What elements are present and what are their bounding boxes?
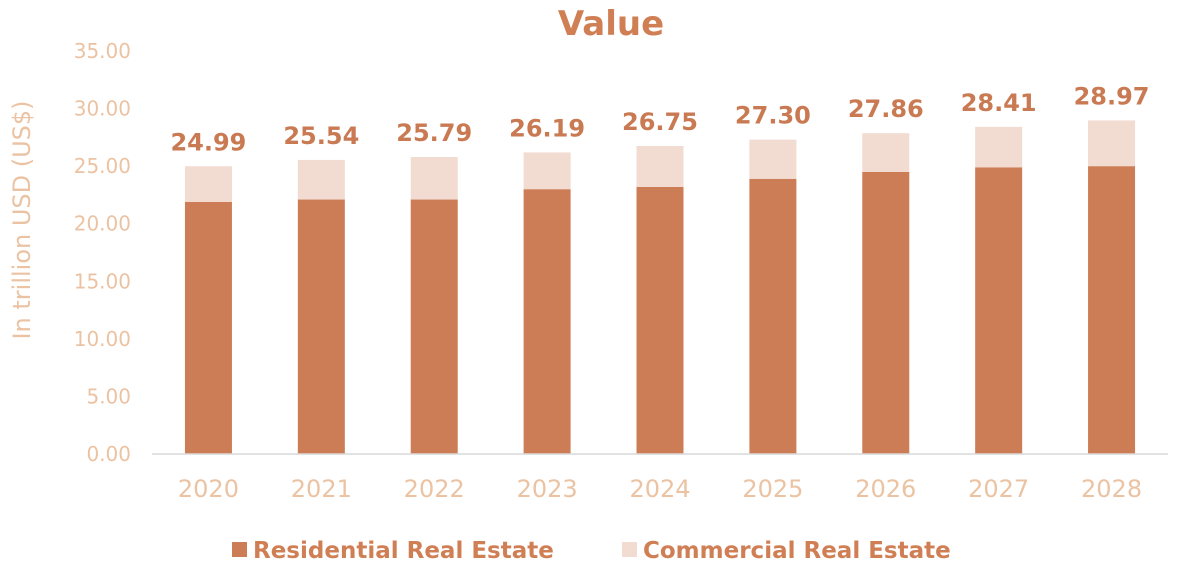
bar-residential [749,178,797,454]
bar-residential [975,167,1023,454]
total-value-label: 25.79 [396,119,472,147]
x-tick-label: 2021 [291,475,352,503]
y-axis-label: In trillion USD (US$) [8,100,36,339]
chart-title: Value [558,4,664,44]
legend: Residential Real Estate Commercial Real E… [232,538,951,564]
y-tick-label: 20.00 [74,212,131,236]
bar-commercial [297,159,345,200]
bar-commercial [1088,120,1136,167]
bar-commercial [862,133,910,172]
x-tick-label: 2022 [404,475,465,503]
x-tick-label: 2020 [178,475,239,503]
legend-swatch [622,542,637,557]
bar-residential [523,189,571,454]
y-tick-label: 0.00 [86,442,131,466]
total-value-label: 27.30 [735,102,811,130]
bars [184,120,1136,454]
bar-commercial [749,139,797,179]
x-tick-label: 2024 [629,475,690,503]
y-tick-label: 30.00 [74,97,131,121]
bar-commercial [975,126,1023,168]
bar-residential [297,199,345,454]
bar-commercial [636,145,684,187]
total-value-label: 26.75 [622,108,698,136]
bar-residential [636,186,684,454]
total-labels: 24.99 25.54 25.79 26.19 26.75 27.30 27.86 28.41… [170,82,1149,156]
x-axis-ticks: 2020 2021 2022 2023 2024 2025 2026 2027 2028 [178,475,1142,503]
legend-label: Residential Real Estate [253,538,554,564]
bar-residential [1088,166,1136,454]
bar-residential [862,171,910,454]
bar-residential [410,199,458,454]
bar-commercial [523,152,571,190]
y-tick-label: 35.00 [74,39,131,63]
total-value-label: 28.41 [961,89,1037,117]
legend-swatch [232,542,247,557]
bar-commercial [184,166,232,202]
total-value-label: 24.99 [170,128,246,156]
total-value-label: 26.19 [509,114,585,142]
total-value-label: 25.54 [283,122,359,150]
y-tick-label: 15.00 [74,269,131,293]
total-value-label: 28.97 [1074,82,1150,110]
y-tick-label: 5.00 [86,384,131,408]
bar-residential [184,201,232,454]
x-tick-label: 2027 [968,475,1029,503]
x-tick-label: 2028 [1081,475,1142,503]
legend-label: Commercial Real Estate [643,538,951,564]
bar-commercial [410,157,458,200]
y-tick-label: 25.00 [74,154,131,178]
y-tick-label: 10.00 [74,327,131,351]
x-tick-label: 2026 [855,475,916,503]
total-value-label: 27.86 [848,95,924,123]
y-axis-ticks: 0.00 5.00 10.00 15.00 20.00 25.00 30.00 35.00 [74,39,131,466]
x-tick-label: 2023 [517,475,578,503]
x-tick-label: 2025 [742,475,803,503]
